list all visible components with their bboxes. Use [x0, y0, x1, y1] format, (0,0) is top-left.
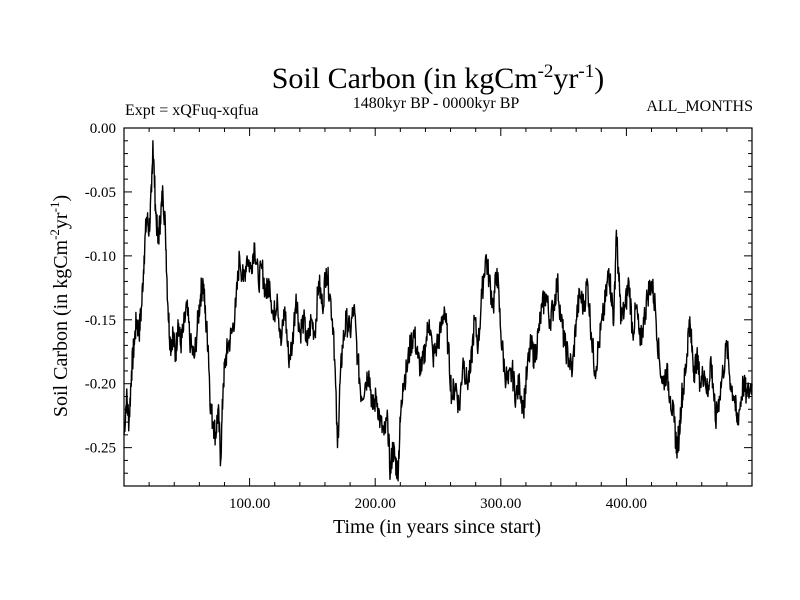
y-axis-label-sup1: -2: [47, 229, 62, 240]
y-axis-label: Soil Carbon (in kgCm-2yr-1): [47, 195, 72, 417]
y-axis-label-main: Soil Carbon (in kgCm: [50, 239, 72, 417]
y-axis-label-mid: yr: [50, 212, 72, 229]
subtitle-experiment: Expt = xQFuq-xqfua: [125, 102, 258, 119]
y-axis-label-end: ): [50, 195, 72, 202]
y-tick-label: -0.10: [85, 249, 116, 265]
subtitle-period: 1480kyr BP - 0000kyr BP: [353, 95, 520, 112]
y-tick-label: -0.25: [85, 441, 116, 457]
chart-title-end: ): [594, 62, 604, 95]
plot-frame: [123, 127, 753, 487]
x-tick-label: 400.00: [606, 496, 647, 512]
chart-title: Soil Carbon (in kgCm-2yr-1): [272, 61, 605, 95]
chart-title-main: Soil Carbon (in kgCm: [272, 62, 538, 95]
y-tick-label: -0.15: [85, 313, 116, 329]
chart-title-mid: yr: [553, 62, 578, 95]
y-axis-label-sup2: -1: [47, 202, 62, 213]
y-tick-label: -0.20: [85, 377, 116, 393]
chart-title-sup2: -1: [578, 61, 594, 82]
y-tick-label: -0.05: [85, 185, 116, 201]
x-tick-label: 100.00: [229, 496, 270, 512]
x-axis-label: Time (in years since start): [333, 516, 541, 538]
axis-ticks: 100.00 200.00 300.00 400.00 0.00 -0.05 -0.10 -0…: [85, 121, 752, 512]
y-tick-label: 0.00: [90, 121, 116, 137]
x-tick-label: 200.00: [355, 496, 396, 512]
x-tick-label: 300.00: [480, 496, 521, 512]
subtitle-months: ALL_MONTHS: [646, 98, 753, 115]
series-line: [123, 140, 753, 482]
chart-title-sup1: -2: [538, 61, 554, 82]
series-group: [123, 140, 753, 482]
